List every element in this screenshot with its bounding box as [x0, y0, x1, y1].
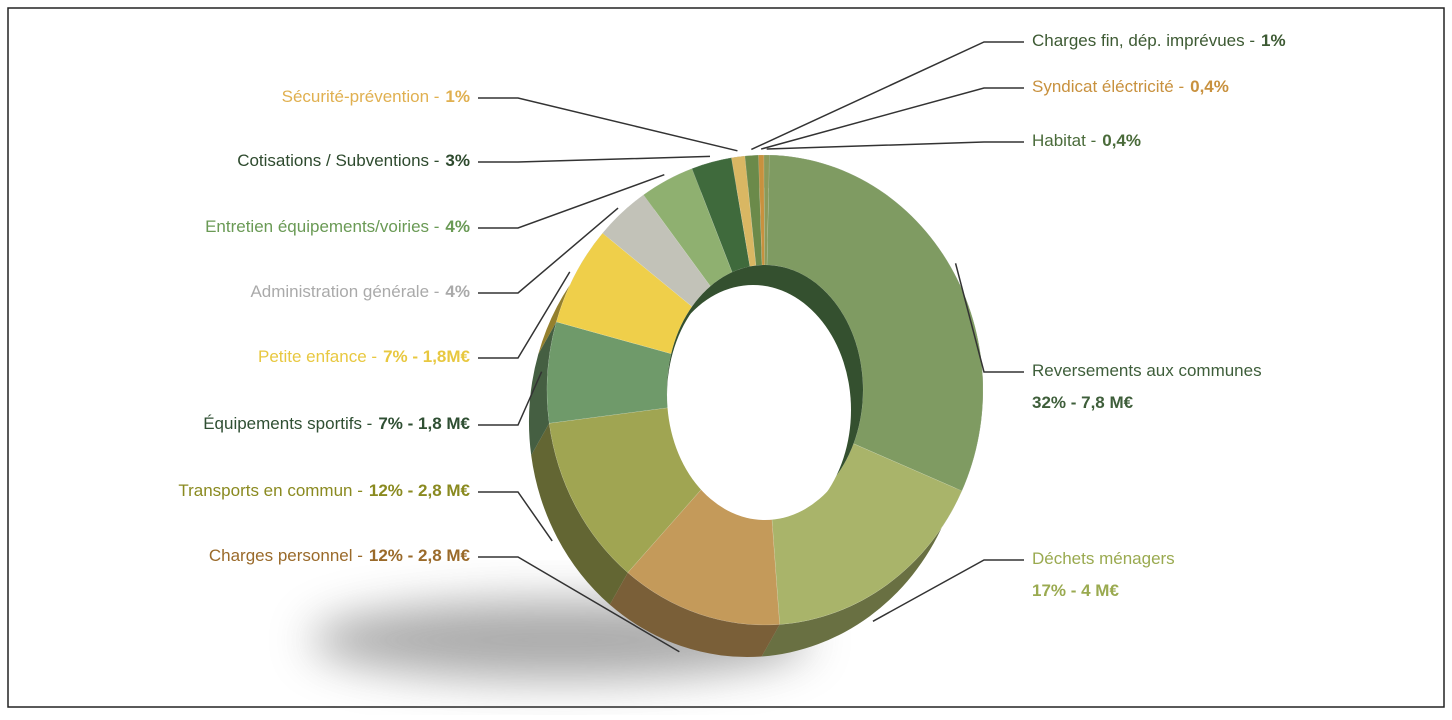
label-value: 0,4%: [1102, 131, 1141, 150]
leader-line: [478, 174, 665, 229]
label-name: Petite enfance -: [258, 347, 377, 366]
label-name: Charges fin, dép. imprévues -: [1032, 31, 1255, 50]
hole-clip: [667, 285, 851, 520]
slice-label: Administration générale - 4%: [250, 282, 470, 301]
slice-label: Transports en commun - 12% - 2,8 M€: [178, 481, 470, 500]
slice-label: Habitat - 0,4%: [1032, 131, 1141, 150]
slice-label: Syndicat éléctricité - 0,4%: [1032, 77, 1229, 96]
slice-label: Petite enfance - 7% - 1,8M€: [258, 347, 471, 366]
leader-line: [954, 263, 1024, 373]
leader-line: [478, 155, 711, 163]
label-value: 1%: [1261, 31, 1286, 50]
leader-line: [478, 207, 619, 294]
leader-line: [478, 491, 553, 542]
slice-label: Entretien équipements/voiries - 4%: [205, 217, 470, 236]
label-value: 12% - 2,8 M€: [369, 546, 471, 565]
leader-line: [478, 371, 543, 426]
slice-side: [531, 423, 628, 605]
slice-label: Cotisations / Subventions - 3%: [237, 151, 470, 170]
leader-line: [872, 559, 1024, 622]
slice-label: Déchets ménagers 17% - 4 M€: [1032, 549, 1175, 600]
slice-label: Charges personnel - 12% - 2,8 M€: [209, 546, 471, 565]
slice-side: [761, 490, 962, 657]
slice-label: Charges fin, dép. imprévues - 1%: [1032, 31, 1286, 50]
label-value: 4%: [445, 282, 470, 301]
leader-line: [478, 97, 738, 152]
slice-label: Sécurité-prévention - 1%: [282, 87, 470, 106]
slice-side: [528, 321, 557, 456]
slice-side: [538, 233, 603, 354]
label-value: 3%: [445, 151, 470, 170]
label-name: Entretien équipements/voiries -: [205, 217, 439, 236]
leader-line: [478, 271, 571, 359]
label-value: 0,4%: [1190, 77, 1229, 96]
label-value: 17% - 4 M€: [1032, 581, 1119, 600]
label-name: Sécurité-prévention -: [282, 87, 440, 106]
label-name: Transports en commun -: [178, 481, 363, 500]
leader-line: [751, 41, 1024, 151]
slice-label: Équipements sportifs - 7% - 1,8 M€: [203, 414, 470, 433]
label-name: Syndicat éléctricité -: [1032, 77, 1184, 96]
label-value: 7% - 1,8M€: [383, 347, 470, 366]
label-value: 32% - 7,8 M€: [1032, 393, 1134, 412]
leader-line: [478, 556, 680, 653]
label-value: 4%: [445, 217, 470, 236]
label-value: 7% - 1,8 M€: [378, 414, 470, 433]
leader-line: [766, 141, 1024, 150]
label-value: 1%: [445, 87, 470, 106]
slice-side: [609, 572, 780, 657]
label-name: Déchets ménagers: [1032, 549, 1175, 568]
label-name: Reversements aux communes: [1032, 361, 1262, 380]
label-name: Cotisations / Subventions -: [237, 151, 439, 170]
label-value: 12% - 2,8 M€: [369, 481, 471, 500]
label-name: Administration générale -: [250, 282, 439, 301]
label-name: Charges personnel -: [209, 546, 363, 565]
label-name: Équipements sportifs -: [203, 414, 372, 433]
label-name: Habitat -: [1032, 131, 1096, 150]
hole: [667, 285, 851, 520]
slice-label: Reversements aux communes 32% - 7,8 M€: [1032, 361, 1262, 412]
leader-line: [760, 87, 1024, 150]
